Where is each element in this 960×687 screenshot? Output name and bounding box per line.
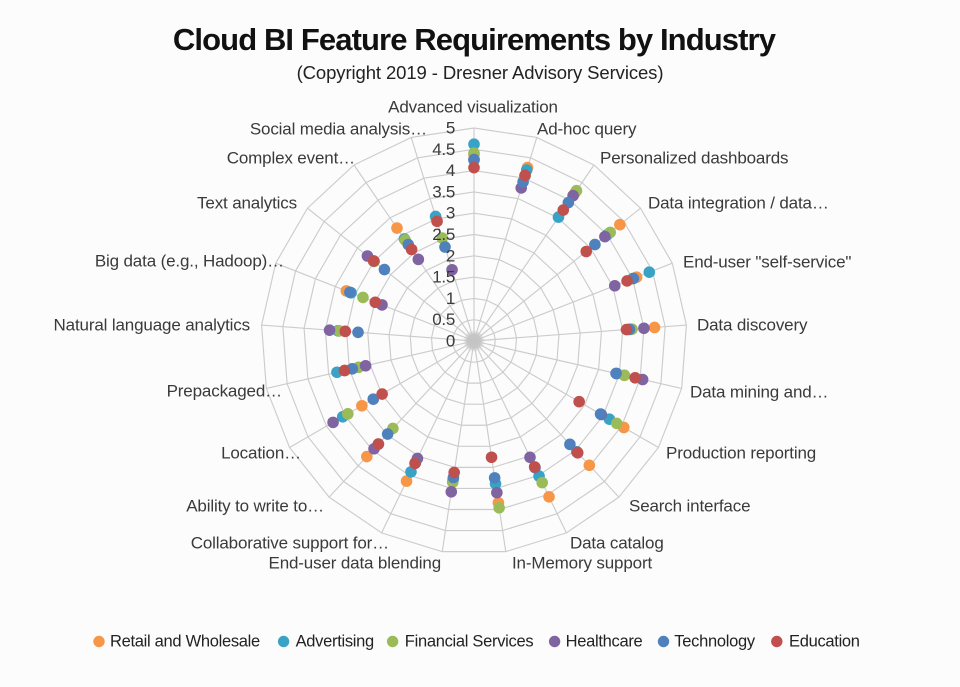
svg-text:Healthcare: Healthcare [566, 633, 643, 651]
svg-text:0.5: 0.5 [432, 310, 455, 329]
svg-text:2: 2 [446, 246, 455, 265]
svg-text:Ability to write to…: Ability to write to… [186, 497, 324, 516]
svg-text:Data mining and…: Data mining and… [690, 383, 828, 402]
svg-text:Retail and Wholesale: Retail and Wholesale [110, 633, 260, 651]
svg-text:Collaborative support for…: Collaborative support for… [191, 534, 389, 553]
svg-text:(Copyright 2019 - Dresner Advi: (Copyright 2019 - Dresner Advisory Servi… [297, 62, 664, 83]
svg-text:Natural language analytics: Natural language analytics [54, 316, 250, 335]
svg-text:Search interface: Search interface [629, 497, 750, 516]
svg-text:3.5: 3.5 [432, 182, 455, 201]
svg-text:Big data (e.g., Hadoop)…: Big data (e.g., Hadoop)… [95, 252, 284, 271]
svg-text:Technology: Technology [674, 633, 756, 651]
svg-text:Cloud BI Feature Requirements: Cloud BI Feature Requirements by Industr… [173, 22, 777, 57]
svg-text:4: 4 [446, 161, 455, 180]
svg-text:Ad-hoc query: Ad-hoc query [537, 120, 637, 139]
svg-text:4.5: 4.5 [432, 140, 455, 159]
svg-text:Education: Education [789, 633, 860, 651]
svg-text:Advertising: Advertising [296, 633, 374, 651]
svg-text:0: 0 [446, 332, 455, 351]
svg-text:Data integration / data…: Data integration / data… [648, 194, 829, 213]
svg-text:Data discovery: Data discovery [697, 316, 808, 335]
svg-text:Personalized dashboards: Personalized dashboards [600, 149, 788, 168]
svg-text:Prepackaged…: Prepackaged… [167, 382, 282, 401]
svg-text:Financial Services: Financial Services [405, 633, 534, 651]
svg-text:5: 5 [446, 119, 455, 138]
svg-text:1: 1 [446, 289, 455, 308]
svg-text:Location…: Location… [221, 444, 301, 463]
svg-text:In-Memory support: In-Memory support [512, 554, 653, 573]
svg-text:Production reporting: Production reporting [666, 444, 816, 463]
svg-text:2.5: 2.5 [432, 225, 455, 244]
svg-text:Complex event…: Complex event… [227, 149, 355, 168]
svg-text:End-user "self-service": End-user "self-service" [683, 253, 851, 272]
svg-text:Text analytics: Text analytics [197, 194, 297, 213]
svg-text:End-user data blending: End-user data blending [269, 554, 442, 573]
svg-text:3: 3 [446, 204, 455, 223]
svg-text:Advanced visualization: Advanced visualization [388, 98, 558, 117]
svg-text:Data catalog: Data catalog [570, 534, 664, 553]
svg-text:Social media analysis…: Social media analysis… [250, 120, 427, 139]
svg-text:1.5: 1.5 [432, 268, 455, 287]
